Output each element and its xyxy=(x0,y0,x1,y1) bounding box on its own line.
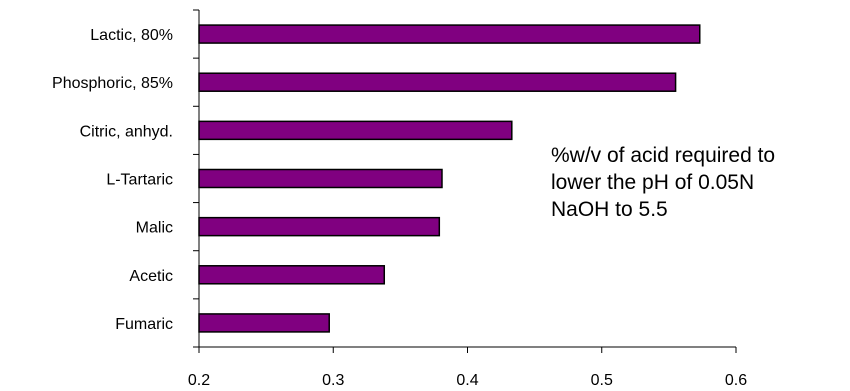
annotation-line-1: %w/v of acid required to xyxy=(551,144,776,167)
bar xyxy=(198,168,443,189)
x-tick-label: 0.6 xyxy=(725,372,747,389)
x-tick-label: 0.5 xyxy=(591,372,613,389)
bar xyxy=(198,313,330,333)
category-label: Fumaric xyxy=(115,316,173,333)
x-tick-label: 0.2 xyxy=(188,372,210,389)
bar xyxy=(198,72,677,92)
bar xyxy=(198,265,386,285)
x-axis-ticks xyxy=(198,347,737,353)
category-labels: Lactic, 80% Phosphoric, 85% Citric, anhyd.… xyxy=(52,27,173,333)
x-tick-label: 0.3 xyxy=(322,372,344,389)
annotation-line-3: NaOH to 5.5 xyxy=(551,198,668,221)
bar xyxy=(198,24,701,44)
annotation-line-2: lower the pH of 0.05N xyxy=(551,171,755,194)
category-label: Acetic xyxy=(129,268,173,285)
bar xyxy=(198,216,441,237)
x-tick-labels: 0.2 0.3 0.4 0.5 0.6 xyxy=(188,372,747,389)
bar xyxy=(198,120,513,141)
category-label: L-Tartaric xyxy=(106,172,173,189)
category-label: Citric, anhyd. xyxy=(80,123,173,140)
category-label: Lactic, 80% xyxy=(90,27,173,44)
category-label: Malic xyxy=(136,220,173,237)
category-label: Phosphoric, 85% xyxy=(52,75,173,92)
x-tick-label: 0.4 xyxy=(456,372,478,389)
bars-group xyxy=(198,24,701,333)
chart-annotation: %w/v of acid required to lower the pH of… xyxy=(551,142,841,223)
y-axis-ticks xyxy=(193,9,199,348)
